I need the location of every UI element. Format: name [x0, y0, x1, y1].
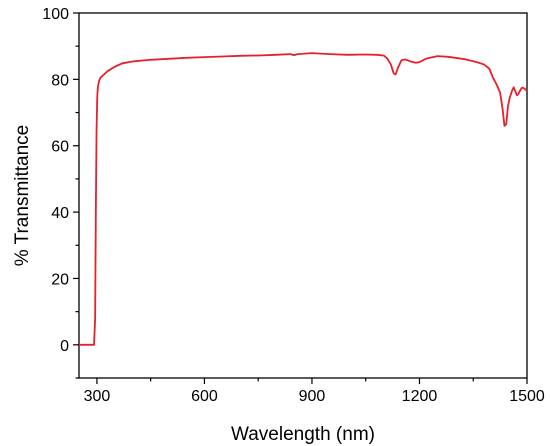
- x-axis-title: Wavelength (nm): [231, 424, 375, 445]
- x-axis-ticks: [96, 378, 528, 384]
- y-axis-title: % Transmittance: [12, 125, 33, 267]
- series-line-0: [79, 52, 528, 346]
- y-axis-tick-labels: 0 20 40 60 80 100: [42, 6, 69, 355]
- y-tick-label: 80: [51, 72, 69, 89]
- x-tick-label: 1200: [402, 388, 438, 405]
- y-tick-label: 20: [51, 271, 69, 288]
- series-layer: [79, 52, 528, 346]
- y-tick-label: 100: [42, 6, 69, 23]
- y-tick-label: 0: [60, 338, 69, 355]
- y-tick-label: 40: [51, 205, 69, 222]
- x-axis-tick-labels: 300 600 900 1200 1500: [84, 388, 545, 405]
- plot-frame: [78, 12, 528, 379]
- plot-border: [78, 12, 528, 379]
- x-tick-label: 1500: [509, 388, 545, 405]
- x-tick-label: 300: [84, 388, 111, 405]
- x-tick-label: 600: [191, 388, 218, 405]
- y-tick-label: 60: [51, 139, 69, 156]
- x-tick-label: 900: [299, 388, 326, 405]
- y-axis-ticks: [73, 12, 79, 379]
